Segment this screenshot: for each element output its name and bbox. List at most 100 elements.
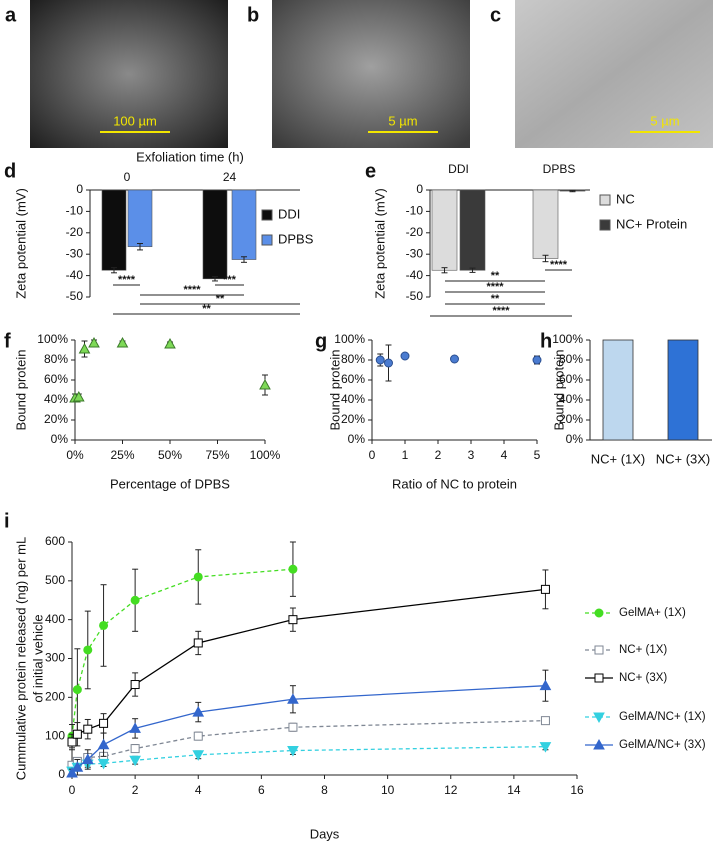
significance-label: **** bbox=[550, 259, 568, 271]
marker bbox=[97, 738, 110, 750]
x-tick-label: 12 bbox=[444, 783, 458, 797]
panel-letter: f bbox=[4, 330, 11, 352]
y-axis-title: Bound protein bbox=[327, 350, 342, 431]
panel-letter: a bbox=[5, 4, 17, 26]
significance-label: ** bbox=[202, 303, 211, 315]
panel-letter: b bbox=[247, 4, 259, 26]
micrograph bbox=[515, 0, 713, 148]
y-tick-label: 0 bbox=[76, 182, 83, 196]
y-tick-label: 40% bbox=[559, 392, 583, 406]
legend-label: GelMA+ (1X) bbox=[619, 607, 686, 619]
y-axis-title: of initial vehicle bbox=[30, 614, 45, 702]
x-tick-label: 2 bbox=[132, 783, 139, 797]
y-tick-label: 400 bbox=[45, 612, 65, 626]
marker bbox=[539, 679, 552, 691]
marker bbox=[540, 716, 550, 726]
x-tick-label: 16 bbox=[570, 783, 584, 797]
y-axis-title: Bound protein bbox=[13, 350, 28, 431]
marker bbox=[164, 337, 176, 349]
category-label: 24 bbox=[223, 170, 237, 184]
legend-label: GelMA/NC+ (3X) bbox=[619, 739, 706, 751]
y-tick-label: 0 bbox=[416, 182, 423, 196]
marker bbox=[384, 358, 393, 368]
marker bbox=[193, 572, 203, 582]
bar bbox=[667, 339, 699, 441]
bar bbox=[202, 189, 228, 280]
error-bar bbox=[137, 243, 143, 251]
error-bar bbox=[212, 276, 218, 282]
marker bbox=[71, 761, 84, 772]
marker bbox=[192, 750, 205, 761]
y-tick-label: 0 bbox=[58, 767, 65, 781]
legend-swatch bbox=[599, 194, 611, 206]
x-axis-title: Exfoliation time (h) bbox=[136, 149, 244, 164]
marker bbox=[259, 378, 271, 390]
marker bbox=[593, 738, 605, 750]
bar bbox=[127, 189, 153, 248]
y-tick-label: 20% bbox=[341, 412, 365, 426]
scale-bar-label: 5 µm bbox=[388, 113, 417, 128]
marker bbox=[540, 584, 550, 594]
marker bbox=[129, 722, 141, 733]
marker bbox=[193, 731, 203, 741]
legend-swatch bbox=[261, 209, 273, 221]
category-label: 0 bbox=[124, 170, 131, 184]
y-tick-label: 200 bbox=[45, 690, 65, 704]
significance-label: ** bbox=[491, 293, 500, 305]
marker bbox=[287, 693, 299, 704]
panel-letter: d bbox=[4, 160, 16, 182]
x-tick-label: 3 bbox=[468, 448, 475, 462]
y-tick-label: 0% bbox=[51, 432, 69, 446]
marker bbox=[288, 722, 298, 732]
y-tick-label: -30 bbox=[66, 246, 84, 260]
marker bbox=[594, 608, 604, 618]
marker bbox=[130, 680, 140, 690]
marker bbox=[78, 342, 91, 354]
legend-label: NC+ (1X) bbox=[619, 644, 667, 656]
y-axis-title: Cummulative protein released (ng) per mL bbox=[13, 537, 28, 781]
x-tick-label: NC+ (1X) bbox=[591, 451, 646, 466]
y-tick-label: 0% bbox=[566, 432, 584, 446]
x-tick-label: 0 bbox=[69, 783, 76, 797]
y-tick-label: 500 bbox=[45, 573, 65, 587]
marker bbox=[288, 615, 298, 625]
marker bbox=[594, 673, 604, 683]
x-tick-label: 8 bbox=[321, 783, 328, 797]
y-tick-label: 20% bbox=[559, 412, 583, 426]
legend-label: NC+ (3X) bbox=[619, 672, 667, 684]
significance-label: **** bbox=[183, 284, 201, 296]
y-tick-label: -30 bbox=[406, 246, 424, 260]
marker bbox=[83, 645, 93, 655]
series-line bbox=[71, 588, 546, 743]
marker bbox=[594, 645, 604, 655]
legend-label: GelMA/NC+ (1X) bbox=[619, 711, 706, 723]
bar bbox=[459, 189, 486, 271]
panel-letter: c bbox=[490, 4, 501, 26]
bar bbox=[602, 339, 634, 441]
x-tick-label: 14 bbox=[507, 783, 521, 797]
marker bbox=[193, 638, 203, 648]
y-tick-label: -40 bbox=[66, 268, 84, 282]
panel-letter: g bbox=[315, 330, 327, 352]
y-axis-title: Bound protein bbox=[551, 350, 566, 431]
marker bbox=[116, 336, 129, 348]
marker bbox=[72, 390, 85, 402]
marker bbox=[288, 564, 298, 574]
micrograph bbox=[272, 0, 470, 148]
x-tick-label: NC+ (3X) bbox=[656, 451, 711, 466]
y-tick-label: 600 bbox=[45, 534, 65, 548]
error-bar bbox=[441, 267, 448, 274]
significance-label: ** bbox=[216, 293, 225, 305]
panel-letter: i bbox=[4, 510, 10, 532]
y-tick-label: 0% bbox=[348, 432, 366, 446]
y-tick-label: -50 bbox=[406, 289, 424, 303]
marker bbox=[66, 767, 78, 778]
x-tick-label: 2 bbox=[435, 448, 442, 462]
y-tick-label: -50 bbox=[66, 289, 84, 303]
marker bbox=[99, 718, 109, 728]
bar bbox=[431, 189, 458, 271]
marker bbox=[83, 724, 93, 734]
y-tick-label: 80% bbox=[559, 352, 583, 366]
x-tick-label: 0 bbox=[369, 448, 376, 462]
